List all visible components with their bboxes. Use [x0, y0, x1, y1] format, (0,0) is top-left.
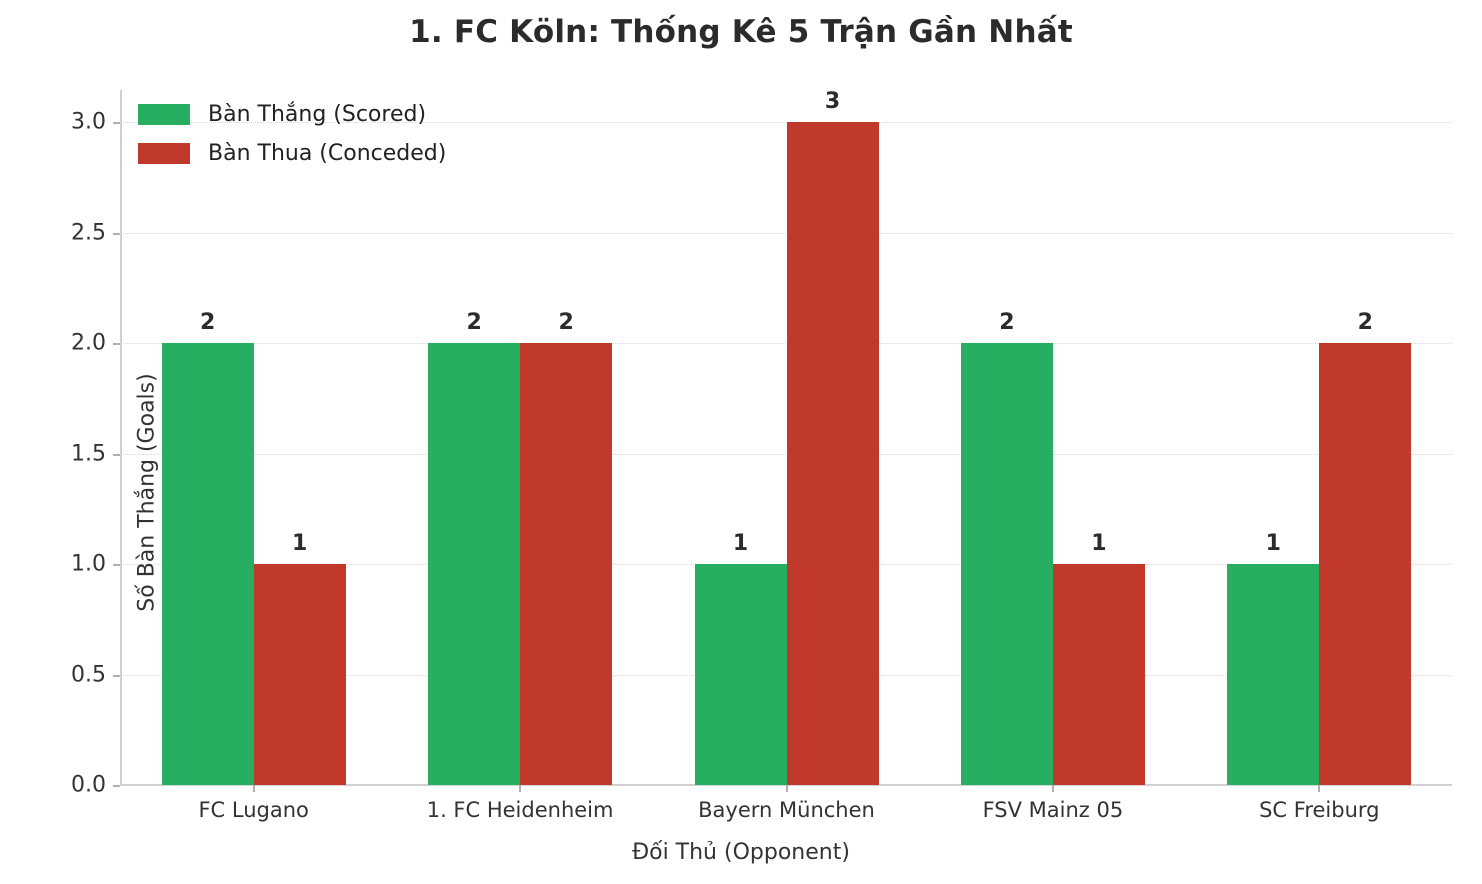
y-tick-label: 1.5	[71, 441, 106, 466]
y-tick-mark	[113, 453, 120, 456]
bar-value-label: 2	[999, 310, 1015, 335]
bar-value-label: 2	[200, 310, 216, 335]
bar-value-label: 2	[1357, 310, 1373, 335]
x-tick-label: 1. FC Heidenheim	[426, 798, 614, 822]
bar-value-label: 3	[824, 89, 841, 114]
gridline	[120, 343, 1452, 344]
chart-title: 1. FC Köln: Thống Kê 5 Trận Gần Nhất	[409, 14, 1073, 50]
x-tick-label: FSV Mainz 05	[982, 798, 1124, 822]
bar-value-label: 2	[466, 310, 482, 335]
y-axis-title: Số Bàn Thắng (Goals)	[134, 373, 160, 612]
bar-conceded[interactable]	[1052, 564, 1145, 785]
x-tick-mark	[1051, 785, 1054, 792]
legend-item[interactable]: Bàn Thua (Conceded)	[138, 141, 446, 166]
x-tick-mark	[252, 785, 255, 792]
bar-scored[interactable]	[1227, 564, 1320, 785]
y-tick-mark	[113, 343, 120, 345]
legend-swatch-scored	[138, 104, 190, 125]
y-tick-mark	[113, 674, 120, 677]
bar-value-label: 1	[1265, 531, 1281, 556]
y-tick-label: 0.0	[71, 772, 106, 798]
bar-scored[interactable]	[161, 343, 254, 785]
x-tick-label: SC Freiburg	[1259, 798, 1380, 822]
y-tick-label: 0.5	[71, 662, 106, 687]
legend-label: Bàn Thua (Conceded)	[208, 141, 447, 166]
chart-legend: Bàn Thắng (Scored) Bàn Thua (Conceded)	[138, 102, 446, 166]
bar-conceded[interactable]	[520, 343, 613, 785]
legend-swatch-conceded	[138, 143, 190, 164]
gridline	[120, 453, 1452, 455]
y-tick-label: 2.0	[71, 330, 106, 356]
legend-item[interactable]: Bàn Thắng (Scored)	[138, 102, 446, 127]
legend-label: Bàn Thắng (Scored)	[208, 102, 427, 127]
x-tick-mark	[1318, 785, 1321, 792]
bar-conceded[interactable]	[1319, 343, 1412, 785]
bar-scored[interactable]	[694, 564, 787, 785]
y-tick-mark	[113, 785, 120, 787]
y-axis-spine	[120, 90, 122, 786]
y-tick-label: 3.0	[71, 109, 106, 135]
x-tick-label: Bayern München	[698, 798, 875, 822]
gridline	[120, 122, 1452, 123]
x-tick-mark	[519, 785, 522, 792]
bar-scored[interactable]	[428, 343, 521, 785]
y-tick-label: 1.0	[71, 551, 106, 577]
y-tick-mark	[113, 122, 120, 124]
bar-value-label: 1	[1091, 531, 1107, 556]
y-tick-mark	[113, 232, 120, 235]
plot-area: 0.0 0.5 1.0 1.5 2.0 2.5 3.0 FC Lugano 1. FC Hei…	[71, 89, 1452, 822]
gridline	[120, 232, 1452, 234]
y-tick-mark	[113, 564, 120, 566]
x-axis-title: Đối Thủ (Opponent)	[632, 840, 850, 865]
bar-value-label: 1	[292, 531, 308, 556]
y-tick-label: 2.5	[71, 220, 106, 245]
bar-value-label: 1	[732, 531, 749, 556]
x-tick-mark	[785, 785, 788, 792]
bar-conceded[interactable]	[253, 564, 346, 785]
x-tick-label: FC Lugano	[198, 798, 309, 822]
bar-conceded[interactable]	[786, 122, 879, 785]
bar-scored[interactable]	[960, 343, 1053, 785]
bar-value-label: 2	[558, 310, 574, 335]
